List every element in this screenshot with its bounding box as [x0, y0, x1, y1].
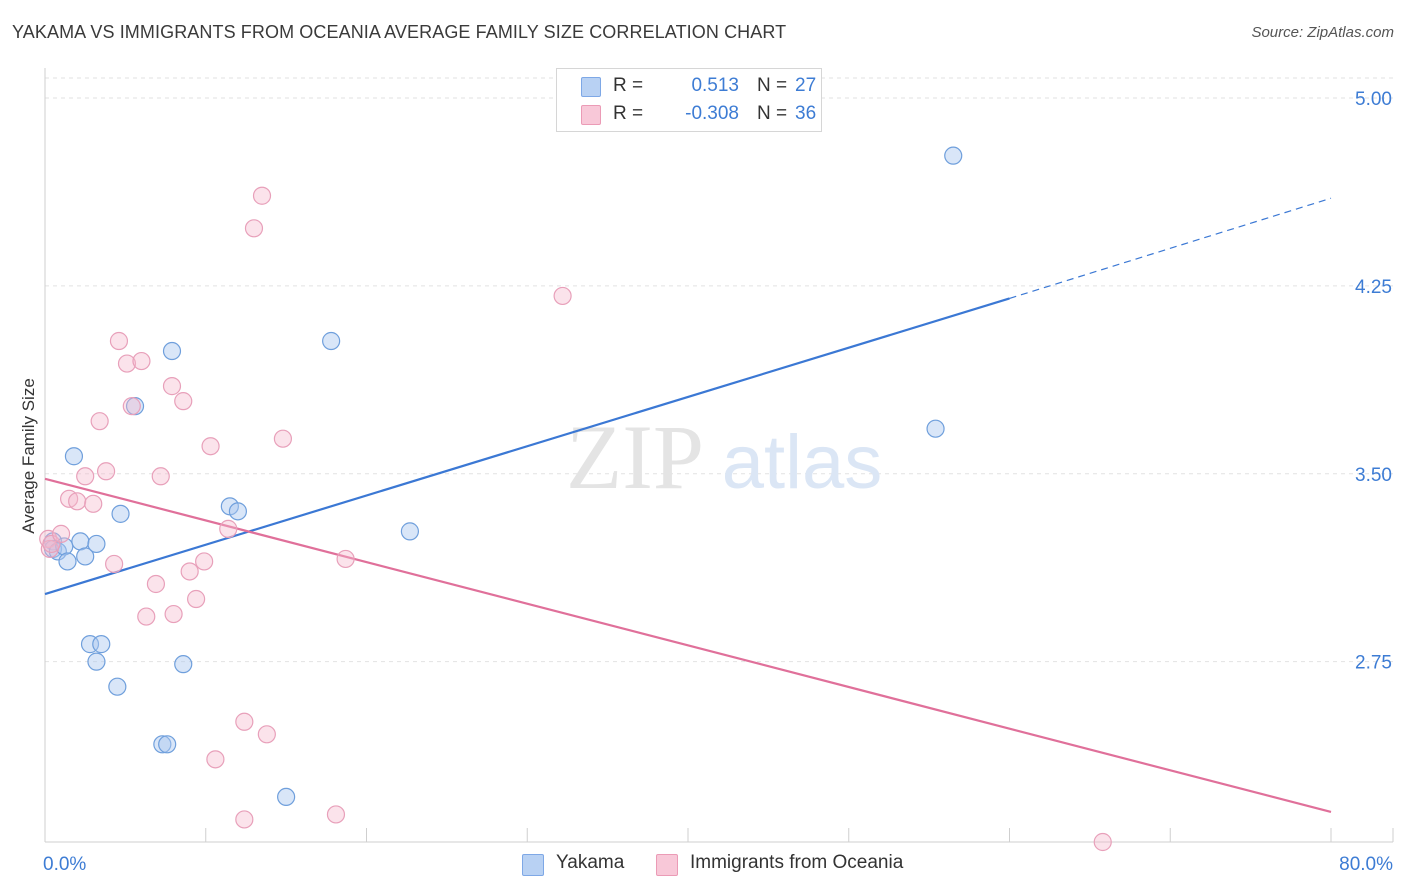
oceania-legend-label: Immigrants from Oceania — [690, 852, 904, 873]
oceania-point — [187, 589, 206, 609]
x-tick-label-min: 0.0% — [43, 854, 86, 875]
oceania-point — [174, 392, 193, 411]
yakama-point — [228, 502, 247, 521]
oceania-point — [146, 574, 166, 594]
oceania-point — [76, 467, 95, 486]
y-tick-label: 4.25 — [1355, 277, 1392, 298]
x-tick-label-max: 80.0% — [1339, 854, 1393, 875]
oceania-point — [105, 554, 124, 574]
r-value-oceania: -0.308 — [685, 103, 739, 124]
oceania-point — [326, 805, 346, 824]
correlation-legend: R = 0.513 N = 27 R = -0.308 N = 36 — [556, 68, 822, 132]
oceania-trend-line — [44, 477, 1332, 814]
watermark-atlas: atlas — [722, 420, 883, 505]
oceania-point — [257, 725, 276, 744]
oceania-point — [132, 351, 151, 371]
n-label: N = — [757, 75, 788, 96]
oceania-point — [252, 186, 272, 205]
oceania-point — [84, 494, 103, 513]
oceania-point — [244, 219, 264, 238]
yakama-point — [64, 447, 84, 466]
data-points — [39, 146, 1112, 852]
trend-lines — [44, 197, 1332, 814]
x-tick-labels: 0.0% 80.0% — [43, 854, 1393, 875]
yakama-swatch — [581, 77, 601, 97]
yakama-point — [322, 331, 341, 351]
yakama-point — [926, 419, 945, 438]
oceania-point — [273, 429, 293, 448]
oceania-point — [122, 397, 141, 416]
yakama-point — [944, 146, 963, 165]
oceania-point — [137, 607, 156, 626]
watermark-zip: ZIP — [566, 406, 704, 508]
oceania-point — [109, 331, 129, 351]
oceania-point — [162, 377, 182, 396]
oceania-point — [553, 286, 572, 306]
yakama-legend-label: Yakama — [556, 852, 625, 873]
oceania-point — [206, 750, 225, 769]
oceania-point — [1093, 832, 1112, 852]
oceania-point — [90, 412, 109, 431]
y-axis-label: Average Family Size — [19, 378, 38, 534]
n-label: N = — [757, 103, 788, 124]
yakama-point — [111, 504, 130, 523]
oceania-swatch — [581, 105, 601, 125]
oceania-point — [219, 519, 238, 538]
yakama-point — [158, 735, 177, 754]
oceania-point — [42, 534, 61, 554]
r-value-yakama: 0.513 — [691, 75, 739, 96]
yakama-point — [277, 787, 296, 807]
yakama-point — [92, 635, 111, 654]
yakama-point — [87, 534, 106, 554]
oceania-point — [151, 467, 170, 486]
oceania-point — [96, 462, 116, 481]
x-ticks — [44, 828, 1394, 842]
oceania-point — [68, 492, 87, 511]
gridlines — [45, 77, 1393, 663]
oceania-point — [235, 712, 254, 731]
yakama-point — [58, 552, 77, 571]
y-tick-label: 5.00 — [1355, 89, 1392, 110]
yakama-point — [108, 677, 127, 696]
y-tick-label: 2.75 — [1355, 653, 1392, 674]
watermark: ZIP atlas — [566, 406, 882, 508]
axes — [44, 68, 1393, 843]
yakama-point — [76, 547, 95, 566]
source-credit: Source: ZipAtlas.com — [1251, 24, 1394, 41]
r-label: R = — [613, 103, 644, 124]
yakama-legend-swatch — [522, 854, 544, 876]
yakama-point — [400, 522, 420, 541]
chart-title: YAKAMA VS IMMIGRANTS FROM OCEANIA AVERAG… — [12, 22, 787, 42]
oceania-point — [235, 810, 254, 829]
yakama-point — [71, 532, 90, 551]
oceania-legend-swatch — [656, 854, 678, 876]
n-value-yakama: 27 — [795, 75, 817, 96]
r-label: R = — [613, 75, 644, 96]
y-tick-label: 3.50 — [1355, 465, 1392, 486]
oceania-point — [180, 562, 199, 581]
yakama-trend-extension — [1009, 197, 1332, 300]
oceania-point — [51, 524, 71, 543]
oceania-point — [336, 549, 355, 569]
yakama-point — [162, 341, 182, 361]
yakama-point — [153, 735, 172, 754]
y-tick-labels: 2.75 3.50 4.25 5.00 — [1355, 89, 1392, 674]
yakama-trend-line — [44, 297, 1010, 596]
n-value-oceania: 36 — [795, 103, 817, 124]
oceania-point — [164, 604, 183, 624]
oceania-point — [201, 437, 220, 456]
yakama-point — [87, 652, 106, 671]
oceania-point — [117, 354, 137, 373]
oceania-point — [195, 552, 214, 571]
yakama-point — [174, 655, 193, 674]
